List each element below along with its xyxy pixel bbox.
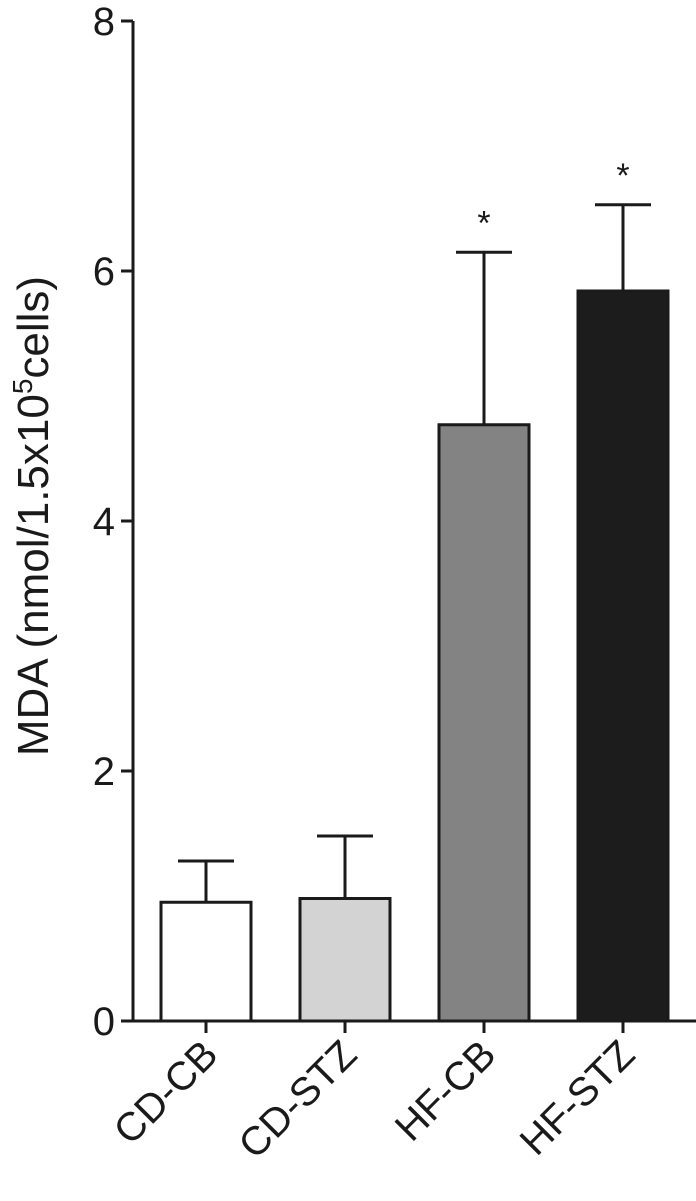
x-tick-label: CD-CB — [106, 1032, 227, 1153]
bar-cd-cb — [159, 900, 253, 1023]
x-tick-label: HF-CB — [387, 1032, 505, 1150]
y-tick-label: 2 — [93, 750, 115, 794]
x-tick-label: HF-STZ — [512, 1032, 644, 1164]
y-tick-label: 8 — [93, 0, 115, 44]
significance-marker: * — [616, 157, 629, 195]
y-axis-title: MDA (nmol/1.5x105cells) — [7, 276, 58, 756]
x-axis: CD-CB CD-STZ HF-CB HF-STZ — [106, 1019, 696, 1167]
y-tick-label: 0 — [93, 1000, 115, 1044]
bar-hf-cb — [437, 423, 531, 1023]
bar-cd-stz — [298, 897, 392, 1023]
y-tick-label: 4 — [93, 500, 115, 544]
y-axis: 0 2 4 6 8 — [93, 0, 135, 1044]
significance-marker: * — [477, 204, 490, 242]
bar-hf-stz — [576, 289, 670, 1023]
bars: ** — [159, 157, 670, 1023]
y-tick-label: 6 — [93, 250, 115, 294]
x-tick-label: CD-STZ — [231, 1032, 366, 1167]
